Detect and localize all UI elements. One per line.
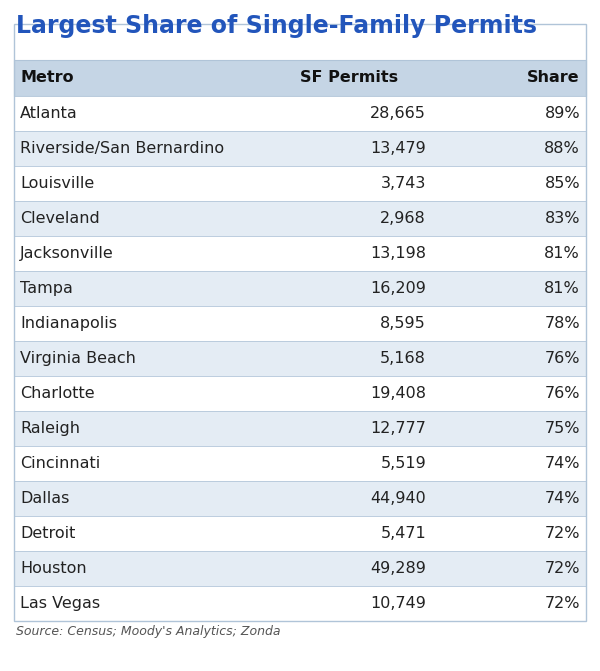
Text: Dallas: Dallas xyxy=(20,491,70,506)
Text: Cincinnati: Cincinnati xyxy=(20,456,100,471)
Text: 88%: 88% xyxy=(544,141,580,156)
FancyBboxPatch shape xyxy=(14,551,586,586)
FancyBboxPatch shape xyxy=(14,96,586,131)
Text: Charlotte: Charlotte xyxy=(20,386,95,401)
Text: Metro: Metro xyxy=(20,70,74,85)
Text: 89%: 89% xyxy=(544,106,580,121)
Text: Indianapolis: Indianapolis xyxy=(20,316,117,331)
Text: Share: Share xyxy=(527,70,580,85)
Text: 5,168: 5,168 xyxy=(380,351,426,366)
Text: 3,743: 3,743 xyxy=(380,176,426,191)
Text: Largest Share of Single-Family Permits: Largest Share of Single-Family Permits xyxy=(16,14,537,38)
Text: 72%: 72% xyxy=(545,526,580,541)
Text: Source: Census; Moody's Analytics; Zonda: Source: Census; Moody's Analytics; Zonda xyxy=(16,625,281,638)
Text: 76%: 76% xyxy=(545,351,580,366)
FancyBboxPatch shape xyxy=(14,166,586,201)
FancyBboxPatch shape xyxy=(14,481,586,516)
Text: 13,198: 13,198 xyxy=(370,246,426,261)
Text: 81%: 81% xyxy=(544,246,580,261)
Text: 5,471: 5,471 xyxy=(380,526,426,541)
FancyBboxPatch shape xyxy=(14,131,586,166)
Text: Jacksonville: Jacksonville xyxy=(20,246,114,261)
Text: 19,408: 19,408 xyxy=(370,386,426,401)
Text: Louisville: Louisville xyxy=(20,176,94,191)
Text: Atlanta: Atlanta xyxy=(20,106,78,121)
Text: 72%: 72% xyxy=(545,561,580,576)
FancyBboxPatch shape xyxy=(14,586,586,621)
FancyBboxPatch shape xyxy=(14,201,586,236)
Text: Virginia Beach: Virginia Beach xyxy=(20,351,136,366)
FancyBboxPatch shape xyxy=(14,411,586,446)
Text: Tampa: Tampa xyxy=(20,281,73,296)
Text: Raleigh: Raleigh xyxy=(20,421,80,436)
Text: Houston: Houston xyxy=(20,561,86,576)
FancyBboxPatch shape xyxy=(14,446,586,481)
Text: 72%: 72% xyxy=(545,596,580,611)
Text: 10,749: 10,749 xyxy=(370,596,426,611)
Text: 83%: 83% xyxy=(545,211,580,226)
Text: 2,968: 2,968 xyxy=(380,211,426,226)
Text: Las Vegas: Las Vegas xyxy=(20,596,100,611)
Text: 78%: 78% xyxy=(544,316,580,331)
Text: 5,519: 5,519 xyxy=(380,456,426,471)
Text: SF Permits: SF Permits xyxy=(299,70,398,85)
FancyBboxPatch shape xyxy=(14,516,586,551)
Text: 85%: 85% xyxy=(544,176,580,191)
FancyBboxPatch shape xyxy=(14,376,586,411)
Text: Cleveland: Cleveland xyxy=(20,211,100,226)
FancyBboxPatch shape xyxy=(14,60,586,96)
Text: 74%: 74% xyxy=(545,491,580,506)
Text: 44,940: 44,940 xyxy=(370,491,426,506)
Text: 13,479: 13,479 xyxy=(370,141,426,156)
Text: 28,665: 28,665 xyxy=(370,106,426,121)
Text: 16,209: 16,209 xyxy=(370,281,426,296)
Text: 75%: 75% xyxy=(545,421,580,436)
Text: 8,595: 8,595 xyxy=(380,316,426,331)
Text: 74%: 74% xyxy=(545,456,580,471)
Text: Detroit: Detroit xyxy=(20,526,76,541)
FancyBboxPatch shape xyxy=(14,306,586,341)
FancyBboxPatch shape xyxy=(14,236,586,271)
Text: 76%: 76% xyxy=(545,386,580,401)
Text: Riverside/San Bernardino: Riverside/San Bernardino xyxy=(20,141,224,156)
Text: 49,289: 49,289 xyxy=(370,561,426,576)
FancyBboxPatch shape xyxy=(14,341,586,376)
FancyBboxPatch shape xyxy=(14,271,586,306)
Text: 12,777: 12,777 xyxy=(370,421,426,436)
Text: 81%: 81% xyxy=(544,281,580,296)
